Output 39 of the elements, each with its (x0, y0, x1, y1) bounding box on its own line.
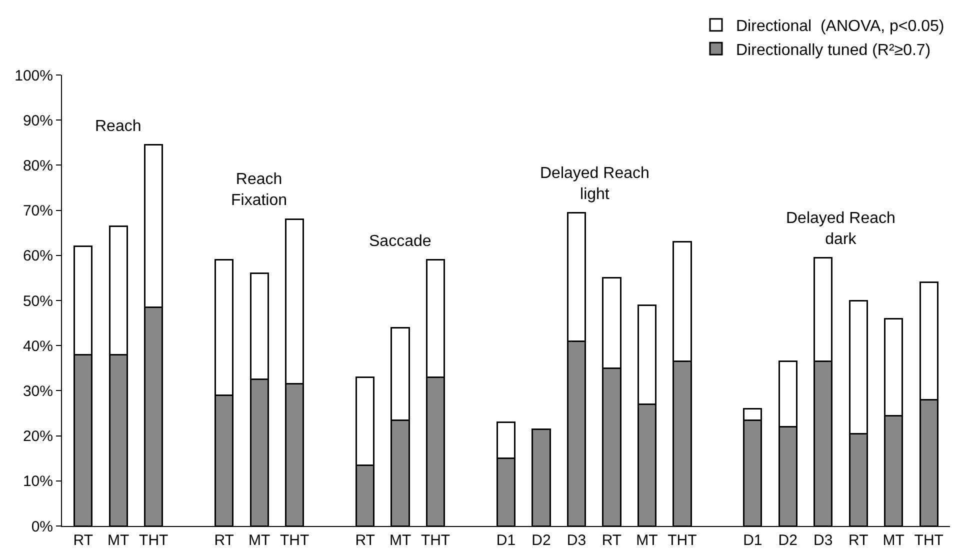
legend-label: Directionally tuned (R²≥0.7) (736, 42, 931, 59)
annotation: Delayed Reach dark (786, 210, 896, 248)
x-tick-label: MT (636, 532, 658, 549)
x-tick-label: MT (248, 532, 270, 549)
y-tick-label: 80% (22, 157, 53, 174)
x-tick-label: D3 (566, 532, 586, 549)
annotation: Reach Fixation (231, 171, 288, 209)
x-tick-label: RT (602, 532, 622, 549)
y-tick-label: 10% (22, 473, 53, 490)
annotation: Delayed Reach light (540, 165, 650, 203)
x-tick-label: RT (73, 532, 94, 549)
annotation: Reach (95, 118, 142, 135)
x-tick-label: RT (214, 532, 234, 549)
x-tick-label: THT (139, 532, 168, 549)
y-tick-label: 30% (22, 382, 53, 400)
x-tick-label: MT (108, 532, 130, 549)
x-tick-label: MT (882, 532, 904, 549)
x-tick-label: D1 (743, 532, 762, 549)
y-tick-label: 70% (22, 202, 53, 220)
x-tick-label: D2 (778, 532, 798, 549)
annotation: Saccade (369, 233, 432, 250)
y-tick-label: 60% (22, 248, 53, 265)
y-tick-label: 20% (22, 428, 53, 446)
x-tick-label: THT (420, 532, 450, 549)
x-tick-label: THT (668, 532, 697, 549)
x-tick-label: MT (389, 532, 412, 549)
y-tick-label: 40% (22, 338, 53, 355)
x-tick-label: THT (914, 532, 944, 549)
x-tick-label: D3 (814, 532, 833, 549)
y-tick-label: 100% (14, 67, 53, 84)
x-tick-label: THT (280, 532, 310, 549)
x-tick-label: RT (355, 532, 375, 549)
y-tick-label: 50% (22, 292, 53, 310)
x-tick-label: RT (848, 532, 868, 549)
x-tick-label: D1 (496, 532, 516, 549)
legend-label: Directional (ANOVA, p<0.05) (736, 18, 944, 36)
x-tick-label: D2 (532, 532, 551, 549)
y-tick-label: 90% (22, 112, 53, 130)
y-tick-label: 0% (31, 518, 53, 536)
